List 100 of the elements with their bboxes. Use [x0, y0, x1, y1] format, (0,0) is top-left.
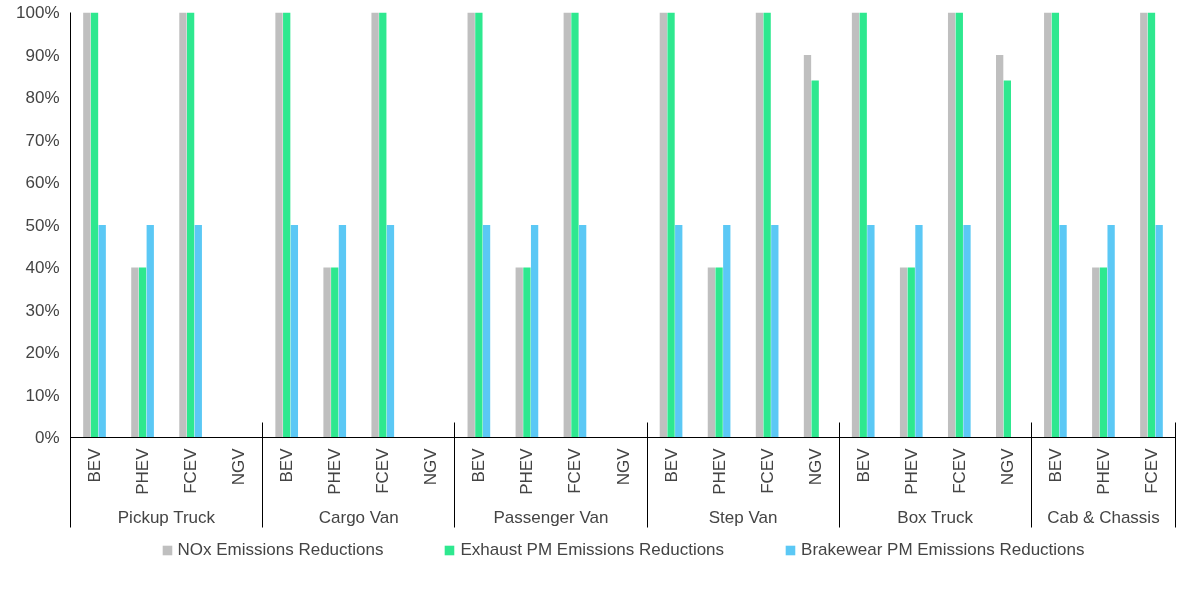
bar — [90, 12, 99, 438]
bar — [803, 55, 812, 438]
x-tick-label: FCEV — [373, 447, 393, 494]
y-tick-label: 90% — [25, 45, 60, 65]
text: Pickup Truck — [117, 507, 216, 527]
bar — [482, 225, 491, 438]
x-tick-label: FCEV — [565, 447, 585, 494]
bar — [523, 267, 531, 438]
x-tick-label: BEV — [469, 447, 489, 483]
bar — [571, 12, 579, 438]
y-tick-label: 0% — [34, 428, 60, 447]
bar — [1107, 225, 1115, 438]
x-tick-label: BEV — [853, 447, 873, 483]
bar — [290, 225, 299, 438]
x-tick-label: NGV — [229, 447, 249, 486]
y-tick-label: 80% — [25, 88, 60, 107]
bar — [859, 12, 867, 438]
bar — [578, 225, 587, 438]
bar — [1051, 12, 1060, 438]
bar — [131, 267, 139, 438]
bar — [1003, 80, 1011, 438]
bar — [707, 267, 716, 438]
bar — [867, 225, 875, 438]
x-tick-label: FCEV — [181, 447, 201, 494]
y-tick-label: 10% — [25, 385, 60, 405]
bar — [1044, 12, 1052, 438]
x-tick-label: NGV — [613, 447, 633, 486]
x-tick-label: BEV — [661, 447, 681, 483]
bar — [659, 12, 668, 438]
bar — [179, 12, 187, 438]
bar — [723, 225, 731, 438]
bar — [563, 12, 571, 438]
bar — [955, 12, 963, 438]
text: Box Truck — [897, 507, 974, 527]
bar — [371, 12, 379, 438]
bar — [851, 12, 860, 438]
bar — [771, 225, 779, 438]
bar — [146, 225, 154, 438]
text: Passenger Van — [493, 507, 609, 527]
bar — [1092, 267, 1100, 438]
bar — [811, 80, 819, 438]
x-tick-label: PHEV — [517, 447, 537, 495]
bar — [83, 12, 91, 438]
text: Step Van — [708, 507, 778, 527]
bar — [715, 267, 723, 438]
bar — [186, 12, 195, 438]
bar — [915, 225, 923, 438]
bar — [98, 225, 106, 438]
bar — [138, 267, 147, 438]
bar — [338, 225, 347, 438]
bar — [283, 12, 291, 438]
bar — [667, 12, 675, 438]
bar — [907, 267, 915, 438]
x-tick-label: NGV — [421, 447, 441, 486]
y-tick-label: 30% — [25, 300, 60, 320]
bar — [379, 12, 387, 438]
y-tick-label: 60% — [25, 173, 60, 192]
text: Cargo Van — [318, 507, 399, 527]
x-tick-label: NGV — [997, 447, 1017, 486]
bar — [963, 225, 971, 438]
y-tick-label: 50% — [25, 215, 60, 235]
bar — [1059, 225, 1067, 438]
bar — [194, 225, 202, 438]
y-tick-label: 20% — [25, 343, 60, 362]
x-tick-label: PHEV — [133, 447, 153, 495]
bar — [323, 267, 331, 438]
bar — [947, 12, 956, 438]
legend-label: Brakewear PM Emissions Reductions — [801, 540, 1085, 560]
x-tick-label: BEV — [85, 447, 105, 483]
bar — [515, 267, 523, 438]
x-tick-label: FCEV — [1141, 447, 1161, 494]
bar — [467, 12, 475, 438]
bar — [1155, 225, 1163, 438]
x-tick-label: PHEV — [325, 447, 345, 495]
bar — [275, 12, 283, 438]
legend-label: NOx Emissions Reductions — [177, 540, 384, 560]
y-tick-label: 100% — [16, 3, 60, 22]
bar — [475, 12, 483, 438]
x-tick-label: FCEV — [949, 447, 969, 494]
bar — [899, 267, 908, 438]
y-tick-label: 40% — [25, 258, 60, 277]
bar — [675, 225, 683, 438]
bar — [1147, 12, 1156, 438]
text: Cab & Chassis — [1047, 507, 1160, 527]
x-tick-label: BEV — [1045, 447, 1065, 483]
x-tick-label: NGV — [805, 447, 825, 486]
y-tick-label: 70% — [25, 130, 60, 150]
x-tick-label: PHEV — [1093, 447, 1113, 495]
x-tick-label: FCEV — [757, 447, 777, 494]
legend-label: Exhaust PM Emissions Reductions — [460, 540, 725, 560]
bar — [755, 12, 764, 438]
bar — [996, 55, 1004, 438]
bar — [530, 225, 539, 438]
x-tick-label: BEV — [277, 447, 297, 483]
bar — [1099, 267, 1108, 438]
bar — [763, 12, 771, 438]
bar — [1140, 12, 1148, 438]
x-tick-label: PHEV — [901, 447, 921, 495]
bar — [386, 225, 395, 438]
x-tick-label: PHEV — [709, 447, 729, 495]
